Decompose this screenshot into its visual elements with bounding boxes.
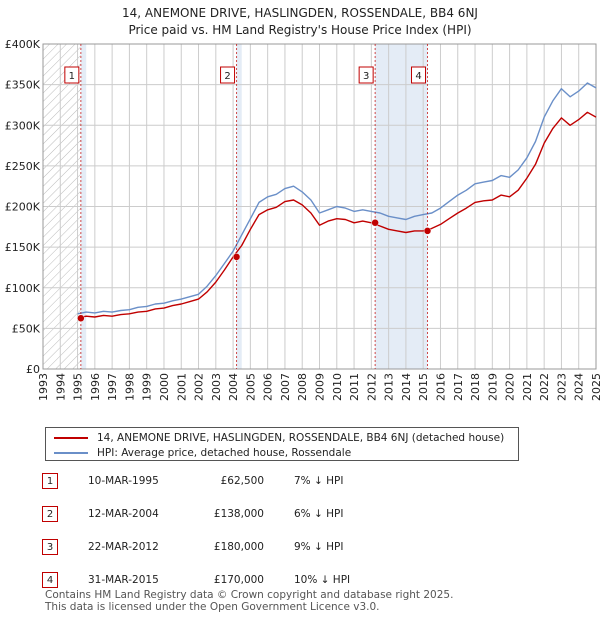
chart-title-line-2: Price paid vs. HM Land Registry's House … <box>128 23 472 37</box>
x-tick-label: 2011 <box>348 373 361 401</box>
x-tick-label: 2016 <box>434 373 447 401</box>
y-tick-label: £350K <box>5 79 41 92</box>
sale-number-box <box>358 66 374 84</box>
hpi-series-line <box>77 82 597 315</box>
property-series-line <box>77 111 597 319</box>
x-tick-label: 2004 <box>227 373 240 401</box>
x-tick-label: 1998 <box>123 373 136 401</box>
x-tick-label: 2024 <box>573 373 586 401</box>
sale-number-box <box>411 66 427 84</box>
sale-number-label: 4 <box>415 71 421 82</box>
x-tick-label: 2003 <box>210 373 223 401</box>
legend-property-label: 14, ANEMONE DRIVE, HASLINGDEN, ROSSENDAL… <box>97 432 505 444</box>
sale-number-label: 2 <box>224 71 230 82</box>
legend-hpi-label: HPI: Average price, detached house, Ross… <box>97 447 352 459</box>
transaction-hpi-delta: 7% ↓ HPI <box>294 475 344 487</box>
x-tick-label: 2023 <box>555 373 568 401</box>
y-tick-label: £50K <box>12 322 41 335</box>
x-tick-label: 2012 <box>365 373 378 401</box>
x-tick-label: 2005 <box>244 373 257 401</box>
y-tick-label: £400K <box>5 38 41 51</box>
x-tick-label: 2006 <box>262 373 275 401</box>
sale-number-box <box>64 66 80 84</box>
sale-number-box <box>220 66 236 84</box>
y-tick-label: £100K <box>5 282 41 295</box>
sale-point <box>423 227 432 235</box>
sale-number-label: 1 <box>69 71 75 82</box>
transaction-hpi-delta: 9% ↓ HPI <box>294 541 344 553</box>
x-tick-label: 1995 <box>72 373 85 401</box>
x-tick-label: 2021 <box>521 373 534 401</box>
transaction-badge: 2 <box>42 506 58 522</box>
sale-number-label: 3 <box>363 71 369 82</box>
transaction-date: 31-MAR-2015 <box>88 574 159 586</box>
legend-property-line <box>54 437 88 439</box>
transaction-badge: 1 <box>42 473 58 489</box>
legend-property: 14, ANEMONE DRIVE, HASLINGDEN, ROSSENDAL… <box>54 430 504 446</box>
transaction-badge: 4 <box>42 572 58 588</box>
x-tick-label: 2007 <box>279 373 292 401</box>
x-tick-label: 2019 <box>486 373 499 401</box>
price-chart: £0 £50K £100K £150K £200K £250K £300K £350K £400… <box>5 38 600 401</box>
transaction-date: 22-MAR-2012 <box>88 541 159 553</box>
transaction-hpi-delta: 6% ↓ HPI <box>294 508 344 520</box>
transaction-badge: 3 <box>42 539 58 555</box>
x-tick-label: 1996 <box>89 373 102 401</box>
x-tick-label: 2020 <box>504 373 517 401</box>
x-tick-label: 2014 <box>400 373 413 401</box>
sale-point <box>232 253 241 261</box>
x-tick-label: 1999 <box>141 373 154 401</box>
x-tick-label: 2008 <box>296 373 309 401</box>
transaction-date: 10-MAR-1995 <box>88 475 159 487</box>
transaction-price: £180,000 <box>213 541 264 553</box>
y-tick-label: £200K <box>5 201 41 214</box>
y-tick-label: £300K <box>5 119 41 132</box>
x-tick-label: 2025 <box>590 373 600 401</box>
x-tick-label: 2009 <box>314 373 327 401</box>
y-tick-label: £250K <box>5 160 41 173</box>
transaction-row-3: 3 22-MAR-2012 £180,000 9% ↓ HPI <box>42 539 462 557</box>
transaction-hpi-delta: 10% ↓ HPI <box>294 574 351 586</box>
transaction-date: 12-MAR-2004 <box>88 508 159 520</box>
x-tick-label: 1997 <box>106 373 119 401</box>
x-tick-label: 2002 <box>193 373 206 401</box>
y-tick-label: £150K <box>5 241 41 254</box>
x-tick-label: 2018 <box>469 373 482 401</box>
x-tick-label: 1994 <box>54 373 67 401</box>
transaction-price: £62,500 <box>220 475 264 487</box>
transaction-row-4: 4 31-MAR-2015 £170,000 10% ↓ HPI <box>42 572 462 590</box>
transaction-row-2: 2 12-MAR-2004 £138,000 6% ↓ HPI <box>42 506 462 524</box>
x-tick-label: 2013 <box>383 373 396 401</box>
legend-hpi-line <box>54 452 88 454</box>
x-tick-label: 1993 <box>37 373 50 401</box>
x-tick-label: 2000 <box>158 373 171 401</box>
x-tick-label: 2017 <box>452 373 465 401</box>
legend-hpi: HPI: Average price, detached house, Ross… <box>54 445 351 461</box>
chart-legend: 14, ANEMONE DRIVE, HASLINGDEN, ROSSENDAL… <box>45 427 519 461</box>
sale-point <box>371 219 379 227</box>
plot-border <box>42 43 597 370</box>
x-tick-label: 2015 <box>417 373 430 401</box>
footer-copyright: Contains HM Land Registry data © Crown c… <box>45 589 454 601</box>
chart-title-line-1: 14, ANEMONE DRIVE, HASLINGDEN, ROSSENDAL… <box>122 6 478 20</box>
transaction-row-1: 1 10-MAR-1995 £62,500 7% ↓ HPI <box>42 473 462 491</box>
x-tick-label: 2001 <box>175 373 188 401</box>
x-tick-label: 2022 <box>538 373 551 401</box>
sale-point <box>77 314 85 322</box>
x-tick-label: 2010 <box>331 373 344 401</box>
transaction-price: £170,000 <box>213 574 264 586</box>
transaction-price: £138,000 <box>213 508 264 520</box>
footer-licence: This data is licensed under the Open Gov… <box>45 601 380 613</box>
y-tick-label: £0 <box>26 363 40 376</box>
